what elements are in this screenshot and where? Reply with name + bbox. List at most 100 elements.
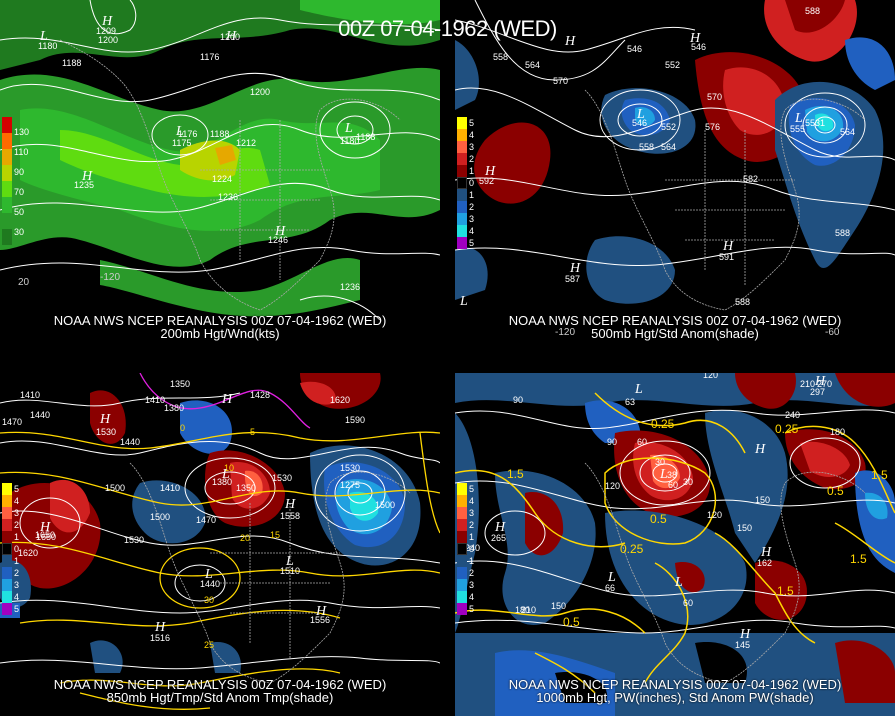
- contour-label: 588: [805, 6, 820, 16]
- contour-label: 564: [661, 142, 676, 152]
- temp-label: 25: [204, 640, 214, 650]
- legend-label: 5: [469, 238, 475, 248]
- contour-labels: 558 564 546 552 546 570 576 552 558 564 …: [493, 6, 855, 307]
- legend-label: 4: [469, 130, 475, 140]
- low-center: L: [636, 107, 645, 122]
- legend-swatch: [2, 519, 12, 531]
- contour-label: 240: [465, 543, 480, 553]
- high-value: 1556: [310, 615, 330, 625]
- high-value: 1209: [96, 26, 116, 36]
- contour-label: 1200: [98, 35, 118, 45]
- contour-label: 210: [521, 605, 536, 615]
- contour-label: 1620: [18, 548, 38, 558]
- pressure-centers: H 1530 H 1650 H 1558 H 1516 H 1556 H 142…: [36, 390, 360, 643]
- high-value: 1558: [280, 511, 300, 521]
- legend-label: 3: [469, 214, 475, 224]
- pressure-centers: H 265 H 145 H 162 H 297 H L 63 L 38 L 66…: [491, 374, 826, 650]
- high-center: H: [225, 29, 237, 44]
- legend-label: 3: [469, 142, 475, 152]
- contour-label: 180: [830, 427, 845, 437]
- contour-label: 1236: [340, 282, 360, 292]
- contour-label: 588: [735, 297, 750, 307]
- high-center: H: [484, 164, 496, 179]
- legend-swatch: [457, 141, 467, 153]
- contour-label: 1410: [20, 390, 40, 400]
- legend-label: 30: [14, 227, 25, 237]
- pw-label: 1.5: [871, 468, 888, 482]
- contour-label: 120: [703, 373, 718, 380]
- contour-label: 1224: [212, 174, 232, 184]
- coastlines: [129, 462, 411, 684]
- pw-label: 0.5: [827, 484, 844, 498]
- temp-contours: [0, 431, 440, 710]
- contour-label: 570: [553, 76, 568, 86]
- wind-shading: [0, 0, 440, 317]
- legend-swatch: [457, 189, 467, 201]
- contour-label: 30: [655, 457, 665, 467]
- contour-label: 60: [668, 480, 678, 490]
- temp-labels: 0 5 10 20 30 25 15: [180, 423, 280, 650]
- legend-swatch: [457, 543, 467, 555]
- contour-label: 1470: [196, 515, 216, 525]
- legend-swatch: [457, 225, 467, 237]
- legend-swatch: [457, 165, 467, 177]
- legend-label: 3: [14, 508, 20, 518]
- high-center: H: [284, 497, 296, 512]
- high-center: H: [494, 520, 506, 535]
- panel-title-line1: NOAA NWS NCEP REANALYSIS 00Z 07-04-1962 …: [53, 313, 387, 328]
- contour-label: 120: [707, 510, 722, 520]
- contour-label: 1500: [105, 483, 125, 493]
- legend-label: 4: [14, 496, 20, 506]
- contour-label: 1500: [375, 500, 395, 510]
- contour-label: 270: [817, 379, 832, 389]
- contour-label: 1176: [200, 52, 219, 62]
- coastlines: [584, 89, 866, 311]
- contour-label: 546: [691, 42, 706, 52]
- high-center: H: [221, 392, 233, 407]
- high-center: H: [101, 14, 113, 29]
- high-center: H: [39, 520, 51, 535]
- legend-label: 5: [469, 484, 475, 494]
- legend-swatch: [457, 555, 467, 567]
- legend-swatch: [457, 579, 467, 591]
- high-value: 145: [735, 640, 750, 650]
- legend-200mb: [2, 117, 12, 245]
- contour-label: 90: [513, 395, 523, 405]
- contour-label: 210: [800, 379, 815, 389]
- high-center: H: [754, 442, 766, 457]
- high-center: H: [99, 412, 111, 427]
- high-center: H: [689, 31, 701, 46]
- legend-swatch: [457, 117, 467, 129]
- low-value: 1180: [38, 41, 57, 51]
- contour-label: 90: [607, 437, 617, 447]
- pressure-centers: H 1209 H 1235 H 1246 L 1180 L 1175 L 118…: [38, 14, 359, 245]
- low-center: L: [285, 554, 294, 569]
- low-value: 66: [605, 583, 615, 593]
- low-value: 1175: [172, 138, 191, 148]
- legend-swatch: [457, 603, 467, 615]
- contour-label: 30: [683, 477, 693, 487]
- map-500mb: -120 -60 558 564 546 552 546 570 576 552…: [455, 0, 895, 338]
- legend-swatch: [2, 229, 12, 245]
- legend-swatch: [2, 591, 12, 603]
- high-value: 297: [810, 387, 825, 397]
- legend-label: 5: [469, 118, 475, 128]
- legend-swatch: [457, 507, 467, 519]
- high-center: H: [569, 261, 581, 276]
- contour-label: 1650: [35, 530, 55, 540]
- legend-swatch: [2, 117, 12, 133]
- pw-label: 0.5: [563, 615, 580, 629]
- high-center: H: [739, 627, 751, 642]
- legend-swatch: [457, 531, 467, 543]
- low-value: 1180: [340, 136, 359, 146]
- contour-label: 558: [639, 142, 654, 152]
- legend-swatch: [2, 543, 12, 555]
- contour-label: 582: [743, 174, 758, 184]
- contour-label: 1176: [178, 129, 197, 139]
- temp-label: 0: [180, 423, 185, 433]
- panel-500mb: -120 -60 558 564 546 552 546 570 576 552…: [455, 0, 895, 343]
- legend-label: 2: [469, 520, 475, 530]
- legend-label: 3: [469, 508, 475, 518]
- high-value: 1516: [150, 633, 170, 643]
- low-center: L: [221, 467, 230, 482]
